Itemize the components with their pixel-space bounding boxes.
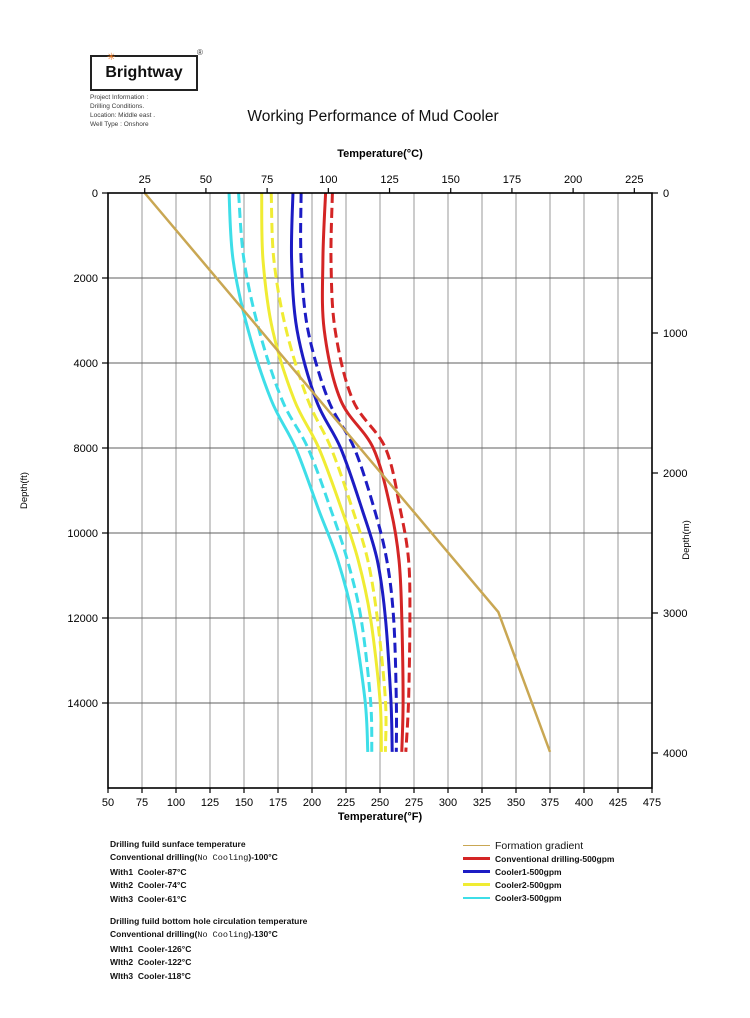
series	[143, 192, 552, 753]
registered-trademark-icon: ®	[197, 48, 203, 57]
note-item: With2 Cooler-74°C	[110, 880, 187, 891]
series-cooler2-500gpm-annulus-dashed-	[269, 192, 388, 752]
note-item: WIth3 Cooler-118°C	[110, 970, 191, 981]
legend-label: Cooler3-500gpm	[495, 892, 562, 903]
tick-label: 250	[371, 797, 389, 809]
legend-swatch	[463, 870, 490, 873]
surface-temperature-note: Drilling fuild sunface temperature Conve…	[110, 838, 278, 906]
series-formation-gradient	[143, 192, 552, 753]
tick-label: 475	[643, 797, 661, 809]
legend-swatch	[463, 857, 490, 860]
note-conventional-line: Conventional drilling(No Cooling)-130°C	[110, 929, 278, 941]
tick-label: 10000	[67, 528, 98, 540]
tick-label: 2000	[74, 273, 98, 285]
tick-label: 425	[609, 797, 627, 809]
legend-label: Cooler1-500gpm	[495, 866, 562, 877]
note-item: WIth1 Cooler-126°C	[110, 943, 192, 954]
bottomhole-temperature-note: Drilling fuild bottom hole circulation t…	[110, 915, 307, 983]
series-cooler3-500gpm	[227, 192, 370, 752]
tick-label: 4000	[74, 358, 98, 370]
project-info-line: Project Information :	[90, 94, 149, 101]
tick-label: 75	[261, 174, 273, 186]
project-info-line: Well Type : Onshore	[90, 121, 149, 128]
page-title: Working Performance of Mud Cooler	[247, 108, 499, 125]
tick-label: Temperature(°C)	[337, 148, 423, 160]
tick-label: 50	[200, 174, 212, 186]
legend-item-cooler3-500gpm: Cooler3-500gpm	[463, 891, 614, 904]
grid	[107, 192, 653, 789]
tick-label: 325	[473, 797, 491, 809]
tick-label: Depth(m)	[681, 520, 692, 560]
sunburst-icon: ✳	[107, 52, 116, 63]
series-cooler3-500gpm-annulus-dashed-	[237, 192, 374, 752]
tick-label: 25	[139, 174, 151, 186]
tick-label: 75	[136, 797, 148, 809]
tick-label: Temperature(°F)	[338, 811, 423, 823]
tick-label: 200	[303, 797, 321, 809]
note-item: WIth2 Cooler-122°C	[110, 957, 192, 968]
tick-label: 300	[439, 797, 457, 809]
legend-label: Formation gradient	[495, 839, 584, 852]
tick-label: 150	[235, 797, 253, 809]
tick-label: 2000	[663, 468, 687, 480]
tick-label: 100	[167, 797, 185, 809]
chart-legend: Formation gradient Conventional drilling-…	[463, 839, 614, 904]
tick-label: 375	[541, 797, 559, 809]
tick-label: 1000	[663, 328, 687, 340]
tick-label: 225	[337, 797, 355, 809]
note-item: With3 Cooler-61°C	[110, 893, 187, 904]
legend-item-conventional-drilling-500gpm: Conventional drilling-500gpm	[463, 852, 614, 865]
legend-item-cooler2-500gpm: Cooler2-500gpm	[463, 878, 614, 891]
project-info-line: Drilling Conditions.	[90, 103, 145, 110]
axes: 25 50 75 100 125 150 175 200 225 Temperature(°C) 5…	[19, 148, 692, 823]
legend-swatch	[463, 896, 490, 899]
tick-label: 400	[575, 797, 593, 809]
tick-label: 350	[507, 797, 525, 809]
series-cooler2-500gpm	[260, 192, 383, 752]
tick-label: 14000	[67, 698, 98, 710]
legend-label: Cooler2-500gpm	[495, 879, 562, 890]
tick-label: 4000	[663, 748, 687, 760]
series-cooler1-500gpm	[289, 192, 394, 752]
series-cooler1-500gpm-annulus-dashed-	[299, 192, 399, 752]
tick-label: 125	[201, 797, 219, 809]
tick-label: 175	[503, 174, 521, 186]
tick-label: 175	[269, 797, 287, 809]
project-info: Project Information : Drilling Condition…	[90, 93, 155, 129]
project-info-line: Location: Middle east .	[90, 112, 156, 119]
note-title: Drilling fuild sunface temperature	[110, 839, 246, 849]
plot-frame	[107, 192, 653, 789]
logo-brand-text: Brightway	[105, 64, 183, 81]
tick-label: 125	[380, 174, 398, 186]
brightway-logo: Brightway	[90, 55, 198, 91]
tick-label: 225	[625, 174, 643, 186]
tick-label: 3000	[663, 608, 687, 620]
tick-label: Depth(ft)	[19, 472, 30, 509]
tick-label: 8000	[74, 443, 98, 455]
legend-swatch	[463, 844, 490, 847]
tick-label: 12000	[67, 613, 98, 625]
series-conventional-drilling-500gpm-annulus-dashed-	[329, 192, 412, 752]
tick-label: 200	[564, 174, 582, 186]
no-cooling-text: No Cooling	[197, 853, 249, 864]
tick-label: 150	[442, 174, 460, 186]
tick-label: 0	[663, 188, 669, 200]
legend-item-formation-gradient: Formation gradient	[463, 839, 614, 852]
plot-border	[107, 192, 653, 789]
note-conventional-line: Conventional drilling(No Cooling)-100°C	[110, 852, 278, 864]
tick-label: 0	[92, 188, 98, 200]
legend-item-cooler1-500gpm: Cooler1-500gpm	[463, 865, 614, 878]
legend-label: Conventional drilling-500gpm	[495, 853, 615, 864]
series-conventional-drilling-500gpm	[320, 192, 405, 752]
note-title: Drilling fuild bottom hole circulation t…	[110, 916, 308, 926]
note-item: With1 Cooler-87°C	[110, 866, 187, 877]
tick-label: 50	[102, 797, 114, 809]
tick-label: 100	[319, 174, 337, 186]
legend-swatch	[463, 883, 490, 886]
tick-label: 275	[405, 797, 423, 809]
no-cooling-text: No Cooling	[197, 930, 249, 941]
